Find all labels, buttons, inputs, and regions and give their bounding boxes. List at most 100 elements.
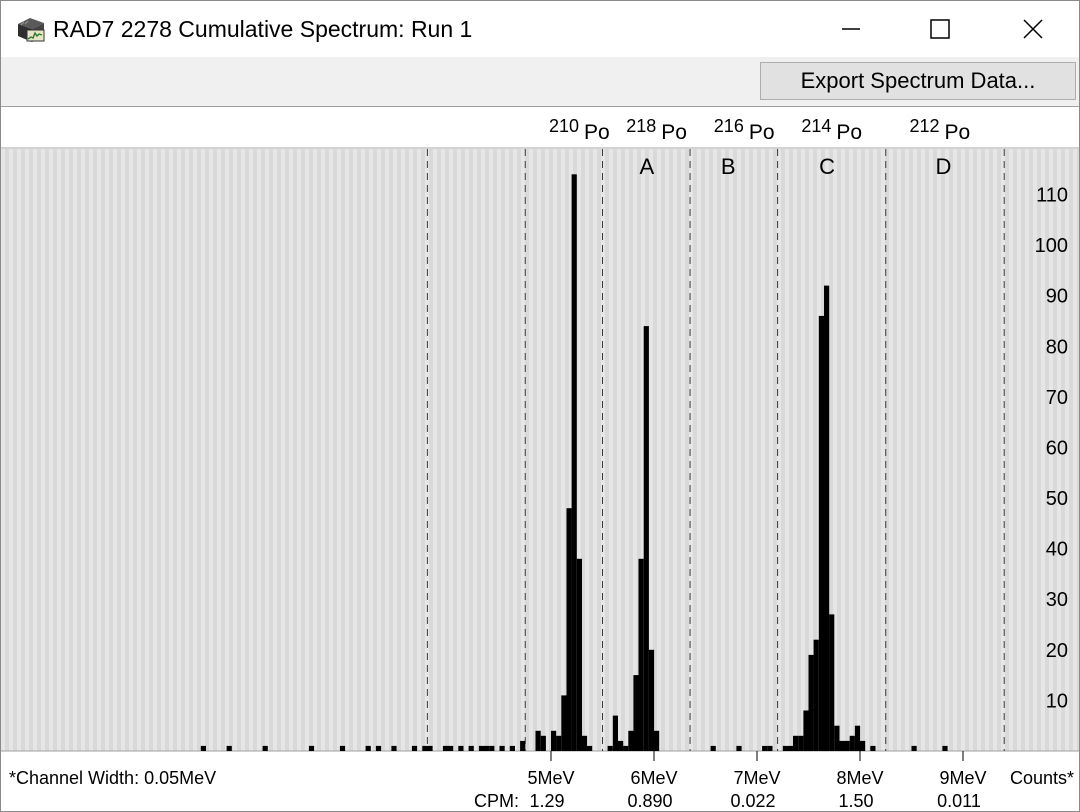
isotope-mass-label: 214 (801, 116, 831, 136)
cpm-value: 1.29 (529, 791, 564, 811)
isotope-element-label: Po (836, 121, 862, 144)
maximize-icon (930, 19, 950, 39)
spectrum-bar (571, 174, 577, 752)
isotope-element-label: Po (661, 121, 687, 144)
spectrum-bar (782, 745, 788, 751)
export-spectrum-data-button[interactable]: Export Spectrum Data... (760, 62, 1076, 100)
spectrum-bar (854, 725, 861, 751)
spectrum-bar (540, 735, 546, 751)
spectrum-bar (844, 740, 850, 751)
spectrum-bar (468, 745, 474, 751)
spectrum-bar (849, 735, 855, 751)
x-tick-label: 6MeV (630, 768, 677, 788)
maximize-button[interactable] (894, 1, 986, 57)
spectrum-bar (762, 745, 768, 751)
spectrum-bar (798, 735, 804, 751)
spectrum-bar (509, 745, 515, 751)
x-tick-label: 7MeV (733, 768, 780, 788)
y-tick-label: 30 (1046, 589, 1068, 611)
y-tick-label: 70 (1046, 387, 1068, 409)
spectrum-bar (576, 558, 582, 751)
isotope-element-label: Po (749, 121, 775, 144)
spectrum-bar (587, 745, 593, 751)
isotope-mass-label: 216 (714, 116, 744, 136)
y-tick-label: 100 (1035, 235, 1068, 257)
spectrum-bar (365, 745, 371, 751)
spectrum-bar (489, 745, 495, 751)
isotope-element-label: Po (945, 121, 971, 144)
x-tick-label: 9MeV (939, 768, 986, 788)
isotope-mass-label: 212 (910, 116, 940, 136)
spectrum-bar (618, 740, 624, 751)
spectrum-bar (787, 745, 794, 751)
plot-area (1, 149, 1079, 751)
y-tick-label: 60 (1046, 437, 1068, 459)
spectrum-bar (633, 675, 639, 751)
spectrum-bar (839, 740, 845, 751)
spectrum-bar (808, 654, 814, 751)
cpm-value: 0.890 (627, 791, 672, 811)
rad7-app-icon (15, 15, 47, 45)
spectrum-bar (829, 614, 835, 751)
spectrum-bar (458, 745, 464, 751)
window-label: A (639, 154, 654, 179)
spectrum-bar (551, 730, 557, 751)
spectrum-bar (442, 745, 449, 751)
spectrum-bar (824, 285, 830, 751)
spectrum-bar (803, 710, 809, 751)
spectrum-bar (200, 745, 206, 751)
spectrum-bar (648, 649, 655, 751)
spectrum-bar (391, 745, 397, 751)
window-label: C (819, 154, 835, 179)
spectrum-bar (623, 745, 629, 751)
spectrum-bar (556, 735, 562, 751)
counts-axis-label: Counts* (1010, 768, 1074, 788)
spectrum-bar (813, 639, 819, 751)
isotope-header-band (1, 108, 1079, 148)
isotope-mass-label: 218 (626, 116, 656, 136)
spectrum-bar (411, 745, 418, 751)
spectrum-bar (654, 730, 660, 751)
spectrum-bar (870, 745, 876, 751)
spectrum-bar (736, 745, 742, 751)
spectrum-bar (566, 508, 572, 751)
title-bar[interactable]: RAD7 2278 Cumulative Spectrum: Run 1 (1, 1, 1079, 57)
spectrum-bar (860, 740, 866, 751)
minimize-icon (842, 28, 860, 30)
window-title: RAD7 2278 Cumulative Spectrum: Run 1 (53, 16, 473, 42)
spectrum-bar (499, 745, 505, 751)
spectrum-bar (643, 326, 649, 751)
spectrum-bar (911, 745, 917, 751)
spectrum-bar (478, 745, 485, 751)
y-tick-label: 20 (1046, 640, 1068, 662)
spectrum-bar (607, 745, 613, 751)
y-tick-label: 110 (1036, 185, 1068, 207)
spectrum-bar (520, 740, 526, 751)
cpm-label: CPM: (474, 791, 519, 811)
window-label: D (935, 154, 951, 179)
close-icon (1023, 19, 1043, 39)
spectrum-bar (793, 735, 799, 751)
spectrum-bar (427, 745, 433, 751)
spectrum-bar (834, 725, 840, 751)
close-button[interactable] (987, 1, 1079, 57)
spectrum-bar (818, 315, 824, 751)
spectrum-bar (612, 715, 618, 751)
window-label: B (721, 154, 736, 179)
isotope-mass-label: 210 (549, 116, 579, 136)
spectrum-bar (535, 730, 541, 751)
spectrum-bar (339, 745, 346, 751)
cpm-value: 0.022 (730, 791, 775, 811)
spectrum-bar (767, 745, 773, 751)
spectrum-bar (484, 745, 490, 751)
spectrum-chart: 10 20 30 40 50 60 70 80 90 100 110 210 Po 218 Po 216 Po… (1, 108, 1079, 811)
cpm-value: 1.50 (838, 791, 873, 811)
minimize-button[interactable] (805, 1, 897, 57)
spectrum-bar (226, 745, 232, 751)
spectrum-bar (628, 730, 634, 751)
spectrum-bar (375, 745, 382, 751)
spectrum-bar (308, 745, 315, 751)
spectrum-bar (710, 745, 716, 751)
